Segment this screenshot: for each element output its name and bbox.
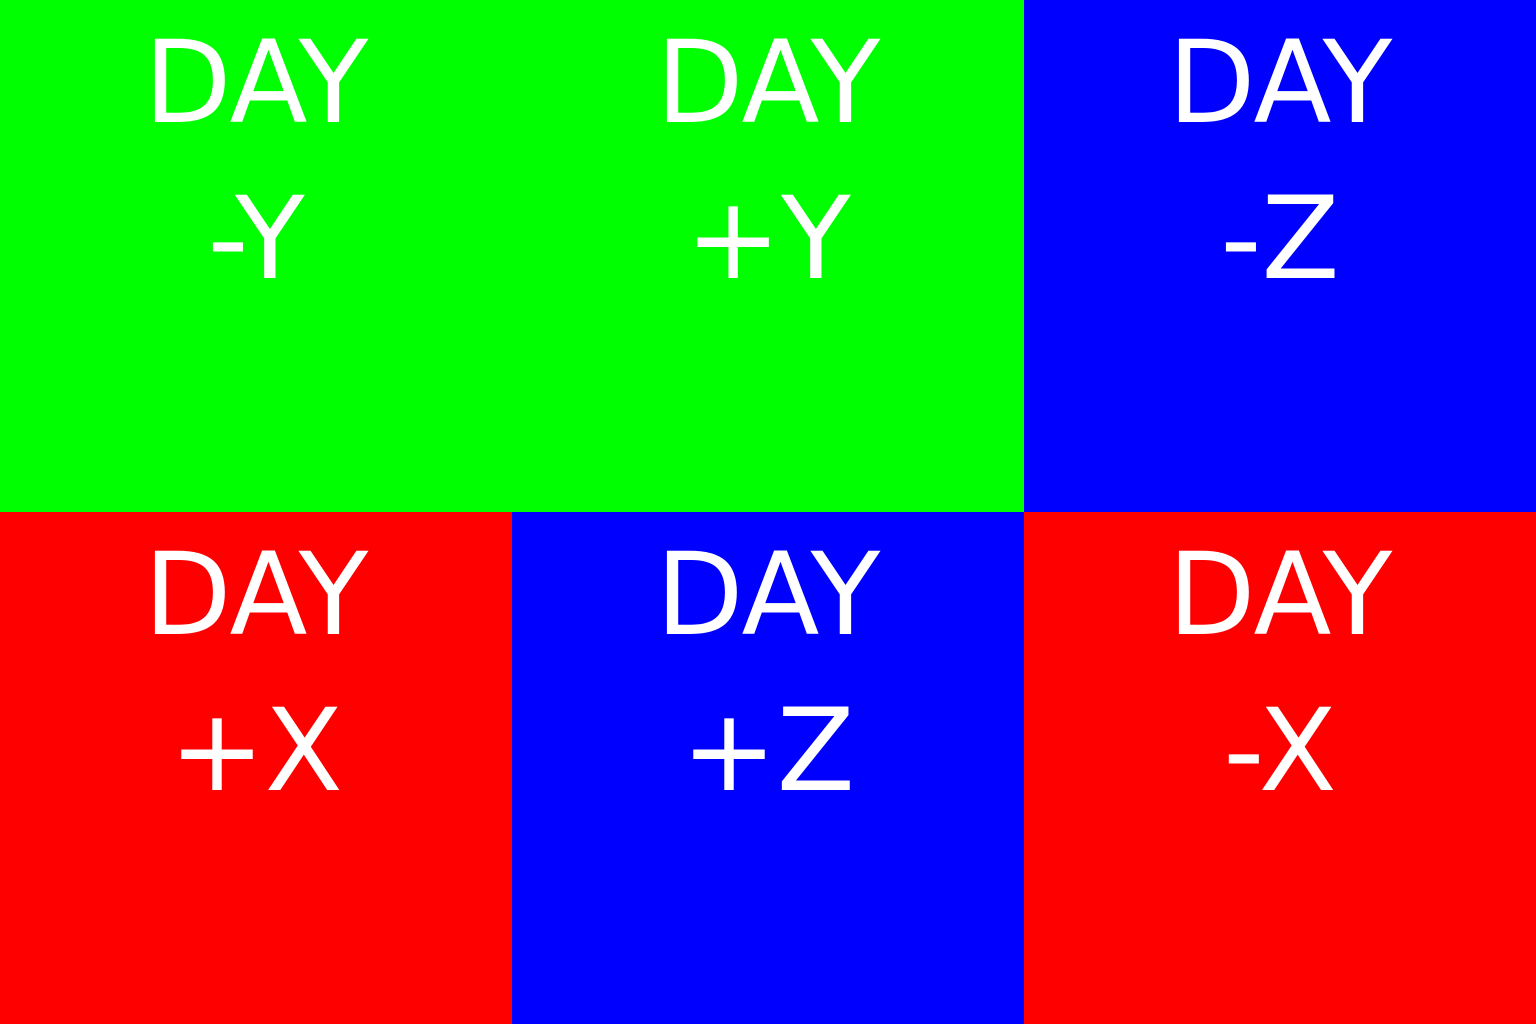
tile-neg-y: DAY -Y [0,0,512,512]
tile-neg-x: DAY -X [1024,512,1536,1024]
tile-pos-x-line2: +X [169,684,343,817]
tile-neg-x-line2: -X [1223,684,1337,817]
tile-neg-x-line1: DAY [1167,528,1393,661]
tile-pos-x-line1: DAY [143,528,369,661]
tile-pos-z-line2: +Z [681,684,855,817]
tile-neg-z-line2: -Z [1220,172,1340,305]
tile-pos-y-line2: +Y [685,172,851,305]
tile-pos-y-line1: DAY [655,16,881,149]
tile-neg-z: DAY -Z [1024,0,1536,512]
tile-neg-y-line1: DAY [143,16,369,149]
tile-pos-x: DAY +X [0,512,512,1024]
tile-pos-y: DAY +Y [512,0,1024,512]
tile-neg-y-line2: -Y [207,172,305,305]
tile-pos-z-line1: DAY [655,528,881,661]
tile-pos-z: DAY +Z [512,512,1024,1024]
tile-neg-z-line1: DAY [1167,16,1393,149]
